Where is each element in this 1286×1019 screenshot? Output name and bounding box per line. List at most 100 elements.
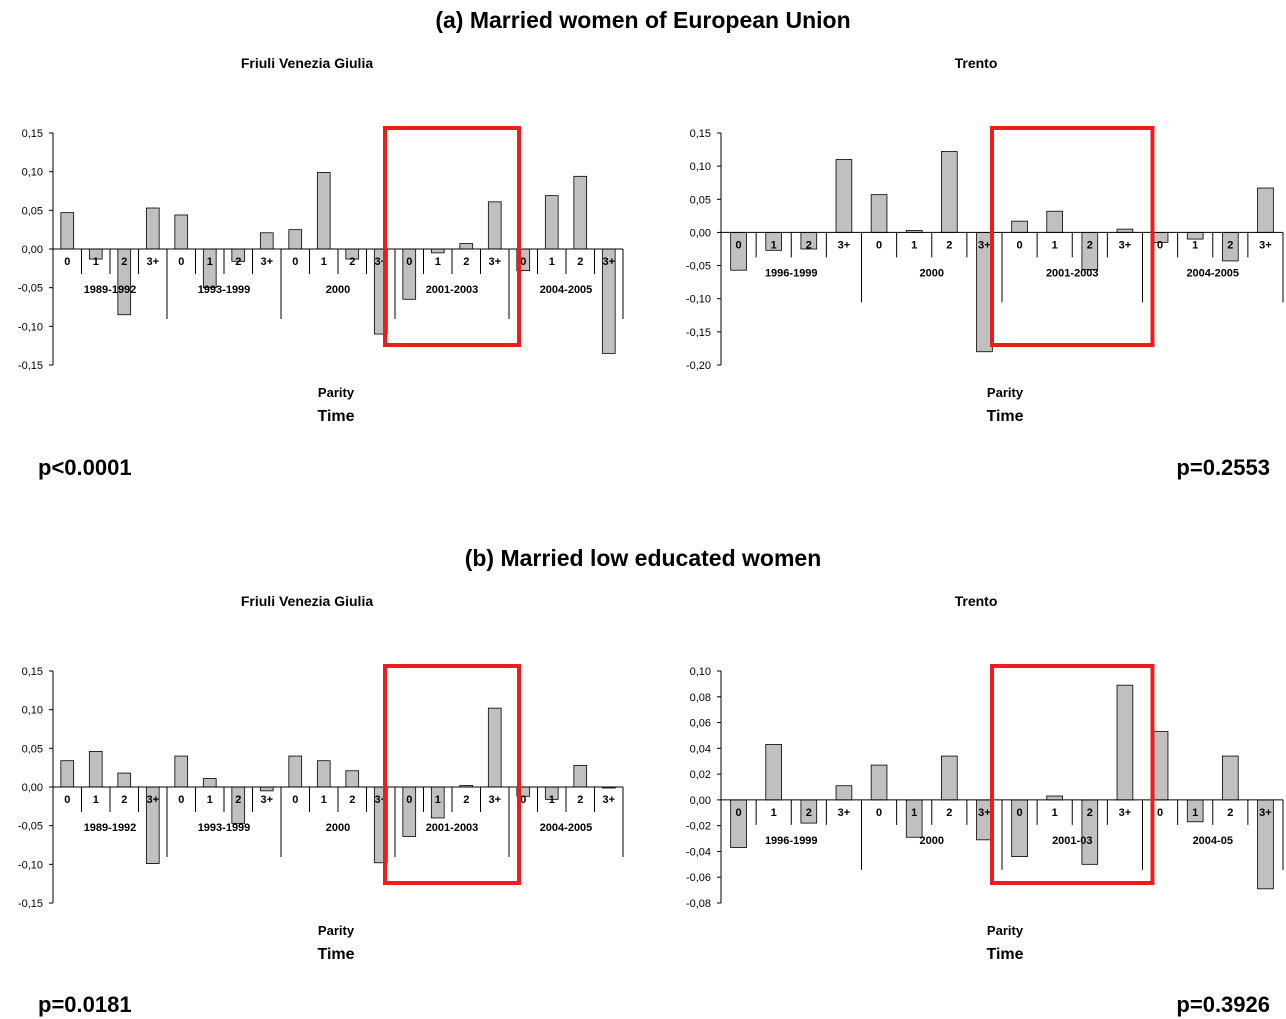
category-label: 3+: [838, 239, 851, 251]
category-label: 0: [1157, 807, 1163, 819]
bar: [544, 195, 559, 250]
category-label: 0: [520, 794, 526, 806]
category-label: 3+: [1259, 807, 1272, 819]
category-label: 1: [207, 794, 213, 806]
section-b-title: (b) Married low educated women: [464, 545, 822, 571]
y-tick-label: 0,00: [690, 795, 711, 807]
y-tick-label: 0,05: [22, 205, 43, 217]
group-label: 2000: [920, 835, 944, 847]
category-label: 2: [1227, 807, 1233, 819]
chart-title: Friuli Venezia Giulia: [241, 593, 373, 609]
category-label: 2: [349, 794, 355, 806]
bar: [1046, 795, 1063, 801]
bar: [174, 755, 189, 788]
chart-a-trento: Trento -0,20 -0,15 -0,10 -0,05 0,00 0,05 0,10 0,…: [686, 55, 1284, 425]
bar: [1186, 232, 1204, 240]
y-tick-label: 0,08: [690, 692, 711, 704]
chart-b-friuli: Friuli Venezia Giulia -0,15 -0,10 -0,05 0,00…: [18, 593, 624, 963]
group-label: 2001-2003: [426, 284, 479, 296]
y-tick-label: -0,15: [18, 898, 43, 910]
y-tick-label: -0,06: [686, 872, 711, 884]
category-label: 0: [178, 256, 184, 268]
y-tick-label: 0,10: [690, 161, 711, 173]
y-tick-label: 0,15: [22, 666, 43, 678]
y-tick-label: -0,10: [18, 859, 43, 871]
bar: [459, 243, 474, 250]
category-label: 0: [1017, 807, 1023, 819]
category-label: 3+: [978, 239, 991, 251]
bar: [345, 770, 360, 788]
category-label: 1: [771, 807, 777, 819]
category-label: 1: [321, 256, 327, 268]
category-label: 1: [911, 807, 917, 819]
x-axis-label-parity: Parity: [318, 923, 355, 938]
category-label: 2: [349, 256, 355, 268]
category-label: 3+: [146, 256, 159, 268]
category-label: 3+: [488, 794, 501, 806]
y-tick-label: 0,05: [22, 743, 43, 755]
bar: [573, 764, 588, 788]
group-label: 2004-05: [1193, 835, 1233, 847]
p-value-b-right: p=0.3926: [1176, 992, 1270, 1017]
chart-title: Friuli Venezia Giulia: [241, 55, 373, 71]
category-label: 2: [235, 794, 241, 806]
group-label: 1989-1992: [84, 822, 137, 834]
category-label: 1: [911, 239, 917, 251]
category-label: 3+: [260, 256, 273, 268]
x-axis-label-time: Time: [986, 408, 1023, 425]
group-label: 2000: [326, 284, 350, 296]
bar: [941, 151, 958, 233]
category-label: 0: [292, 256, 298, 268]
y-tick-label: -0,20: [686, 360, 711, 372]
y-tick-label: -0,05: [18, 283, 43, 295]
category-label: 2: [806, 807, 812, 819]
category-label: 3+: [602, 256, 615, 268]
y-tick-label: -0,10: [18, 321, 43, 333]
y-tick-label: 0,15: [690, 128, 711, 140]
chart-b-trento: Trento -0,08 -0,06 -0,04 -0,02 0,00 0,02 0,04 0,…: [686, 593, 1284, 963]
group-label: 1996-1999: [765, 267, 818, 279]
highlight-box: [990, 126, 1155, 347]
bar: [1011, 220, 1028, 233]
group-label: 1993-1999: [198, 284, 251, 296]
y-tick-label: -0,05: [686, 261, 711, 273]
bar: [487, 201, 502, 250]
bar: [174, 214, 189, 250]
x-axis-label-parity: Parity: [318, 385, 355, 400]
group-label: 2004-2005: [540, 822, 593, 834]
category-label: 0: [292, 794, 298, 806]
group-label: 2000: [326, 822, 350, 834]
category-label: 3+: [488, 256, 501, 268]
bar: [835, 785, 853, 801]
y-tick-label: 0,00: [22, 244, 43, 256]
bar: [1222, 755, 1239, 801]
bar: [1046, 210, 1063, 233]
category-label: 0: [1017, 239, 1023, 251]
category-label: 3+: [1259, 239, 1272, 251]
bar: [1116, 684, 1134, 801]
y-tick-label: -0,10: [686, 294, 711, 306]
category-label: 0: [876, 239, 882, 251]
category-label: 3+: [602, 794, 615, 806]
category-label: 0: [520, 256, 526, 268]
category-label: 2: [946, 239, 952, 251]
bar: [145, 207, 160, 250]
category-label: 1: [93, 794, 99, 806]
category-label: 2: [577, 256, 583, 268]
x-axis-label-parity: Parity: [987, 923, 1024, 938]
category-label: 0: [736, 807, 742, 819]
y-tick-label: 0,15: [22, 128, 43, 140]
bar: [765, 744, 782, 801]
highlight-box: [383, 664, 521, 885]
bar: [259, 232, 274, 250]
chart-title: Trento: [955, 55, 998, 71]
group-label: 1993-1999: [198, 822, 251, 834]
p-value-a-left: p<0.0001: [38, 455, 132, 480]
group-label: 2000: [920, 267, 944, 279]
category-label: 1: [1052, 807, 1058, 819]
highlight-box: [383, 126, 521, 347]
p-value-a-right: p=0.2553: [1176, 455, 1270, 480]
category-label: 1: [93, 256, 99, 268]
category-label: 3+: [838, 807, 851, 819]
category-label: 0: [64, 794, 70, 806]
